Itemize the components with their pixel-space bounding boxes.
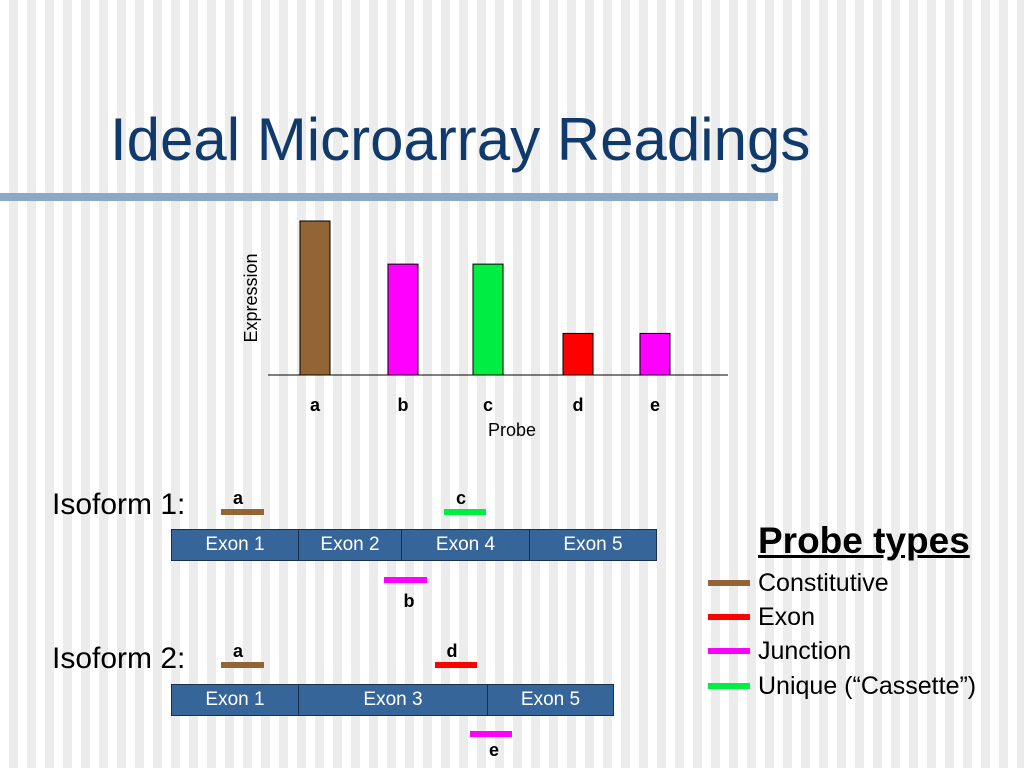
isoform-2-probe-e bbox=[470, 731, 512, 737]
isoform-1-probe-a bbox=[221, 509, 264, 515]
title-underline bbox=[0, 193, 778, 201]
x-axis-label: Probe bbox=[488, 420, 536, 440]
isoform-2-label: Isoform 2: bbox=[52, 642, 186, 675]
legend-label-constitutive: Constitutive bbox=[758, 568, 889, 597]
bar-a bbox=[299, 220, 331, 376]
legend-swatch-junction bbox=[708, 648, 750, 654]
isoform-2-exon-3: Exon 3 bbox=[299, 685, 488, 715]
isoform-1-probe-c bbox=[444, 509, 486, 515]
isoform-1-exon-1: Exon 1 bbox=[172, 530, 299, 560]
bar-b bbox=[387, 263, 419, 376]
x-tick-label-b: b bbox=[398, 395, 409, 415]
bar-d bbox=[562, 332, 594, 376]
legend-item-junction: Junction bbox=[708, 634, 851, 668]
legend-item-exon: Exon bbox=[708, 600, 815, 634]
isoform-2-exon-5: Exon 5 bbox=[520, 689, 581, 710]
legend-swatch-unique bbox=[708, 683, 750, 689]
bar-e bbox=[639, 332, 671, 376]
isoform-2-exon-1: Exon 1 bbox=[172, 685, 299, 715]
legend-item-constitutive: Constitutive bbox=[708, 566, 889, 600]
isoform-2-exon-track: Exon 1 Exon 3 Exon 5 bbox=[171, 684, 614, 716]
isoform-1-exon-track: Exon 1 Exon 2 Exon 4 Exon 5 bbox=[171, 529, 657, 561]
legend-label-unique: Unique (“Cassette”) bbox=[758, 671, 977, 700]
legend-swatch-constitutive bbox=[708, 580, 750, 586]
y-axis-label: Expression bbox=[241, 253, 261, 342]
isoform-1-probe-c-label: c bbox=[455, 488, 466, 508]
legend-title: Probe types bbox=[758, 520, 970, 561]
isoform-1-probe-a-label: a bbox=[232, 488, 243, 508]
x-tick-label-d: d bbox=[573, 395, 584, 415]
page-title: Ideal Microarray Readings bbox=[110, 106, 811, 173]
legend-swatch-exon bbox=[708, 614, 750, 620]
isoform-2-probe-a-label: a bbox=[232, 641, 243, 661]
isoform-1-probe-b bbox=[384, 577, 427, 583]
isoform-1-exon-5: Exon 5 bbox=[563, 534, 623, 555]
expression-bar-chart: Expression Probe a b c d e bbox=[241, 220, 728, 440]
x-tick-label-c: c bbox=[483, 395, 493, 415]
legend-item-unique: Unique (“Cassette”) bbox=[708, 669, 976, 703]
isoform-2-probe-d-label: d bbox=[446, 641, 458, 661]
bar-c bbox=[472, 263, 504, 376]
x-tick-label-a: a bbox=[310, 395, 321, 415]
isoform-1-label: Isoform 1: bbox=[52, 488, 186, 521]
isoform-2-probe-d bbox=[435, 662, 477, 668]
isoform-1-exon-2: Exon 2 bbox=[299, 530, 402, 560]
isoform-2-probe-a bbox=[221, 662, 264, 668]
isoform-2-probe-e-label: e bbox=[488, 740, 499, 760]
legend-label-exon: Exon bbox=[758, 602, 815, 631]
isoform-1-exon-4: Exon 4 bbox=[402, 530, 530, 560]
x-tick-label-e: e bbox=[650, 395, 660, 415]
isoform-1-probe-b-label: b bbox=[403, 591, 415, 611]
legend-label-junction: Junction bbox=[758, 636, 852, 665]
